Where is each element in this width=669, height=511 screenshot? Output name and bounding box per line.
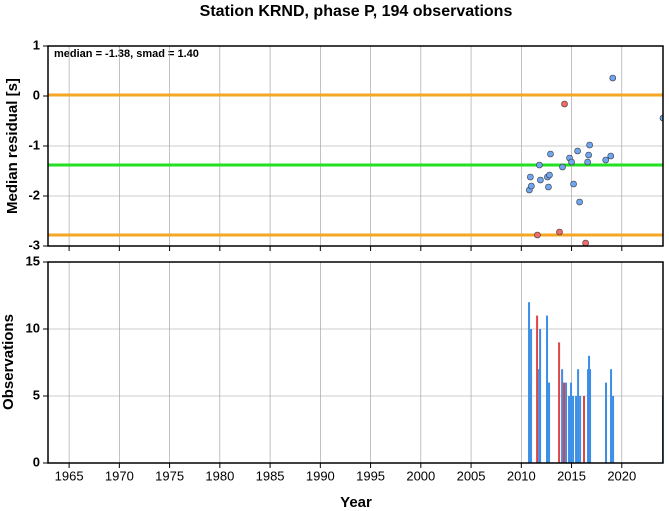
point (546, 171, 553, 179)
plot-area (48, 74, 663, 246)
y-tick-label: -3 (28, 237, 40, 252)
bar (587, 369, 590, 463)
point (545, 183, 552, 191)
point (570, 180, 577, 188)
point (534, 231, 541, 239)
x-tick-label: 2000 (406, 468, 435, 483)
point (585, 151, 592, 159)
x-tick-label: 2020 (607, 468, 636, 483)
bar (563, 382, 566, 463)
bar (546, 315, 549, 463)
point (536, 161, 543, 169)
bar (568, 396, 571, 463)
point (556, 228, 563, 236)
point (537, 176, 544, 184)
bar (577, 369, 580, 463)
point (527, 173, 534, 181)
bar (583, 396, 586, 463)
bar (579, 396, 582, 463)
bar (565, 382, 568, 463)
bar (530, 329, 533, 463)
bar (605, 382, 608, 463)
bar (610, 369, 613, 463)
x-tick-label: 1995 (356, 468, 385, 483)
x-tick-label: 1975 (155, 468, 184, 483)
point (584, 158, 591, 166)
x-tick-label: 2015 (557, 468, 586, 483)
x-tick-label: 2005 (457, 468, 486, 483)
point (576, 198, 583, 206)
chart-title: Station KRND, phase P, 194 observations (200, 3, 513, 20)
bar (575, 396, 578, 463)
y-tick-label: 15 (26, 253, 40, 268)
x-tick-label: 1990 (306, 468, 335, 483)
bar (572, 396, 575, 463)
y-tick-label: 5 (33, 387, 40, 402)
point (582, 239, 589, 246)
y-tick-label: 10 (26, 320, 40, 335)
bar (529, 382, 532, 463)
y-tick-label: -1 (28, 137, 40, 152)
x-tick-label: 2010 (507, 468, 536, 483)
y-tick-label: 0 (33, 454, 40, 469)
annotation: median = -1.38, smad = 1.40 (54, 48, 199, 60)
bar (538, 369, 541, 463)
x-tick-label: 1980 (205, 468, 234, 483)
x-axis-label: Year (340, 494, 372, 511)
point (574, 147, 581, 155)
frame (47, 261, 664, 464)
y-axis-label: Observations (0, 314, 17, 410)
bar (536, 315, 539, 463)
point (568, 158, 575, 166)
bar (589, 369, 592, 463)
plot-area (528, 302, 663, 463)
point (561, 100, 568, 108)
bar (570, 382, 573, 463)
bar (588, 355, 591, 463)
point (602, 156, 610, 164)
point (547, 150, 554, 158)
bar (528, 302, 531, 463)
y-axis-label: Median residual [s] (4, 78, 21, 214)
y-tick-label: 1 (33, 37, 40, 52)
bar (548, 382, 551, 463)
frame (47, 45, 664, 247)
point (559, 163, 566, 171)
x-tick-label: 1965 (55, 468, 84, 483)
y-tick-label: 0 (33, 87, 40, 102)
point (528, 182, 535, 190)
point (607, 152, 615, 160)
bar (558, 342, 561, 463)
point (586, 141, 593, 149)
bar (561, 369, 564, 463)
point (609, 74, 617, 82)
bar (612, 396, 615, 463)
y-tick-label: -2 (28, 187, 40, 202)
x-tick-label: 1985 (256, 468, 285, 483)
x-tick-label: 1970 (105, 468, 134, 483)
bar (539, 329, 542, 463)
